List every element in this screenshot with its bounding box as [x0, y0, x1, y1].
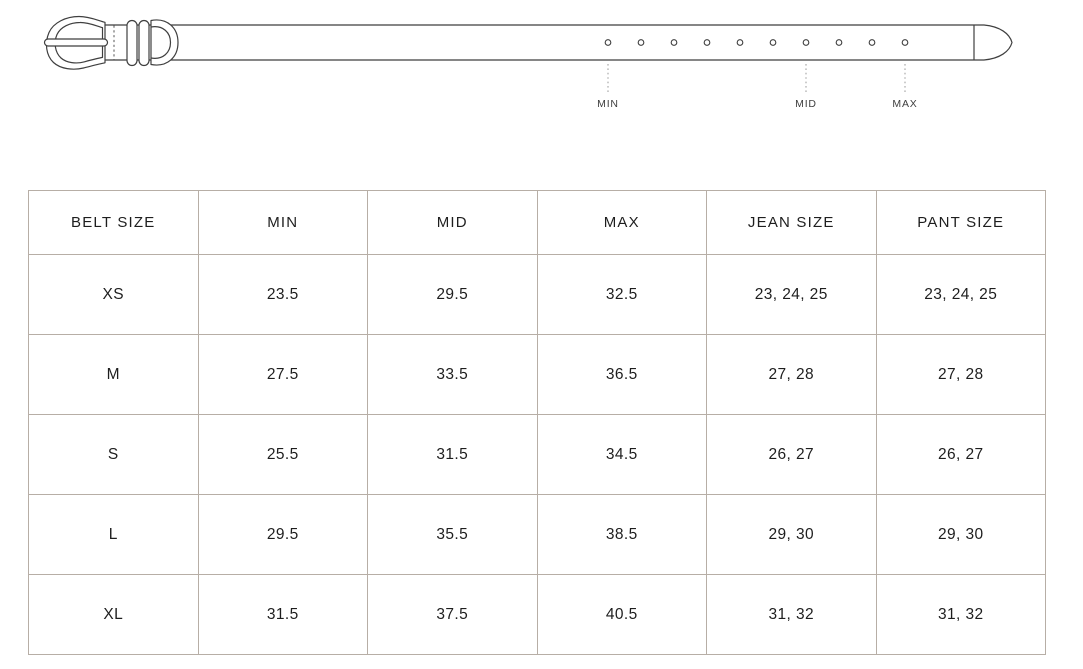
- table-row-l: L 29.5 35.5 38.5 29, 30 29, 30: [28, 494, 1046, 575]
- header-cell-max: MAX: [536, 190, 707, 255]
- cell-mid: 33.5: [367, 334, 538, 415]
- belt-holes: [604, 39, 909, 46]
- cell-max: 36.5: [536, 334, 707, 415]
- cell-belt-size: M: [28, 334, 199, 415]
- cell-max: 40.5: [536, 574, 707, 655]
- cell-mid: 37.5: [367, 574, 538, 655]
- buckle-prong: [43, 38, 109, 47]
- cell-jean-size: 23, 24, 25: [706, 254, 877, 335]
- table-row-xs: XS 23.5 29.5 32.5 23, 24, 25 23, 24, 25: [28, 254, 1046, 335]
- header-cell-min: MIN: [197, 190, 368, 255]
- min-marker-label: MIN: [597, 98, 619, 110]
- cell-max: 34.5: [536, 414, 707, 495]
- cell-min: 31.5: [197, 574, 368, 655]
- cell-jean-size: 29, 30: [706, 494, 877, 575]
- table-row-s: S 25.5 31.5 34.5 26, 27 26, 27: [28, 414, 1046, 495]
- cell-belt-size: XS: [28, 254, 199, 335]
- size-chart-header: BELT SIZE MIN MID MAX JEAN SIZE PANT SIZ…: [28, 190, 1046, 255]
- cell-mid: 29.5: [367, 254, 538, 335]
- belt-size-chart: BELT SIZE MIN MID MAX JEAN SIZE PANT SIZ…: [28, 190, 1046, 655]
- table-row-m: M 27.5 33.5 36.5 27, 28 27, 28: [28, 334, 1046, 415]
- cell-mid: 35.5: [367, 494, 538, 575]
- cell-max: 32.5: [536, 254, 707, 335]
- cell-min: 25.5: [197, 414, 368, 495]
- belt-keeper-loops: [126, 19, 179, 67]
- cell-pant-size: 23, 24, 25: [875, 254, 1046, 335]
- header-cell-pant-size: PANT SIZE: [875, 190, 1046, 255]
- mid-marker-label: MID: [795, 98, 817, 110]
- cell-pant-size: 31, 32: [875, 574, 1046, 655]
- belt-strap: [104, 24, 1013, 61]
- max-marker-label: MAX: [892, 98, 917, 110]
- cell-max: 38.5: [536, 494, 707, 575]
- cell-min: 27.5: [197, 334, 368, 415]
- cell-belt-size: S: [28, 414, 199, 495]
- cell-belt-size: L: [28, 494, 199, 575]
- cell-jean-size: 27, 28: [706, 334, 877, 415]
- table-row-xl: XL 31.5 37.5 40.5 31, 32 31, 32: [28, 574, 1046, 655]
- cell-belt-size: XL: [28, 574, 199, 655]
- header-cell-mid: MID: [367, 190, 538, 255]
- cell-jean-size: 26, 27: [706, 414, 877, 495]
- cell-mid: 31.5: [367, 414, 538, 495]
- size-chart-body: XS 23.5 29.5 32.5 23, 24, 25 23, 24, 25 …: [28, 254, 1046, 655]
- cell-min: 29.5: [197, 494, 368, 575]
- cell-jean-size: 31, 32: [706, 574, 877, 655]
- cell-pant-size: 27, 28: [875, 334, 1046, 415]
- header-cell-belt-size: BELT SIZE: [28, 190, 199, 255]
- header-row: BELT SIZE MIN MID MAX JEAN SIZE PANT SIZ…: [28, 190, 1046, 255]
- belt-buckle-icon: [43, 15, 109, 70]
- cell-min: 23.5: [197, 254, 368, 335]
- cell-pant-size: 29, 30: [875, 494, 1046, 575]
- belt-tip: [974, 24, 1013, 61]
- belt-illustration: MIN MID MAX: [43, 15, 1013, 110]
- cell-pant-size: 26, 27: [875, 414, 1046, 495]
- header-cell-jean-size: JEAN SIZE: [706, 190, 877, 255]
